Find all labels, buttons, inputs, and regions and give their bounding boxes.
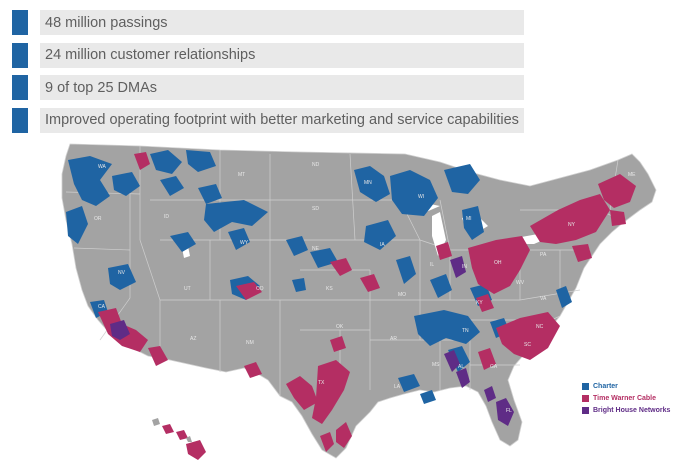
state-label-ar: AR: [390, 336, 397, 342]
hawaii: [152, 418, 206, 460]
charter-footprint: [66, 150, 572, 404]
bullet-square-icon: [12, 10, 28, 35]
state-label-mo: MO: [398, 292, 406, 298]
legend-item-twc: Time Warner Cable: [582, 393, 670, 404]
state-label-ne: NE: [312, 246, 320, 252]
bullet-item: 24 million customer relationships: [12, 42, 524, 68]
bullet-item: 48 million passings: [12, 10, 524, 35]
state-label-ca: CA: [98, 304, 106, 310]
state-label-oh: OH: [494, 260, 502, 266]
state-label-wa: WA: [98, 164, 107, 170]
state-label-mn: MN: [364, 180, 372, 186]
state-label-nv: NV: [118, 270, 126, 276]
state-label-la: LA: [394, 384, 401, 390]
state-label-wv: WV: [516, 280, 525, 286]
state-label-ia: IA: [380, 242, 385, 248]
state-label-me: ME: [628, 172, 636, 178]
state-label-id: ID: [164, 214, 169, 220]
state-label-ok: OK: [336, 324, 344, 330]
state-label-mi: MI: [466, 216, 472, 222]
map-legend: Charter Time Warner Cable Bright House N…: [582, 381, 670, 417]
legend-label: Charter: [593, 383, 618, 390]
legend-square-icon: [582, 383, 589, 390]
state-label-wi: WI: [418, 194, 424, 200]
state-label-al: AL: [458, 364, 464, 370]
state-label-ms: MS: [432, 362, 440, 368]
state-label-ks: KS: [326, 286, 333, 292]
state-label-in: IN: [462, 264, 467, 270]
legend-label: Bright House Networks: [593, 407, 671, 414]
map-svg: WA OR CA NV ID MT WY UT AZ CO NM ND SD N…: [61, 143, 657, 460]
state-label-nc: NC: [536, 324, 544, 330]
bullet-item: 9 of top 25 DMAs: [12, 75, 524, 100]
state-label-ut: UT: [184, 286, 191, 292]
bullet-square-icon: [12, 42, 28, 68]
bullet-item: Improved operating footprint with better…: [12, 107, 524, 133]
bhn-footprint: [110, 256, 514, 426]
bullet-square-icon: [12, 107, 28, 133]
legend-square-icon: [582, 407, 589, 414]
bullet-list: 48 million passings 24 million customer …: [12, 10, 524, 140]
state-labels: WA OR CA NV ID MT WY UT AZ CO NM ND SD N…: [94, 162, 636, 414]
bullet-text: 9 of top 25 DMAs: [40, 75, 524, 100]
state-label-tn: TN: [462, 328, 469, 334]
state-label-fl: FL: [506, 408, 512, 414]
state-label-tx: TX: [318, 380, 325, 386]
legend-square-icon: [582, 395, 589, 402]
twc-footprint: [98, 152, 636, 452]
state-label-ny: NY: [568, 222, 576, 228]
state-label-or: OR: [94, 216, 102, 222]
bullet-square-icon: [12, 75, 28, 100]
bullet-text: 24 million customer relationships: [40, 42, 524, 68]
state-label-mt: MT: [238, 172, 245, 178]
state-label-ga: GA: [490, 364, 498, 370]
state-label-az: AZ: [190, 336, 196, 342]
legend-item-bhn: Bright House Networks: [582, 405, 670, 416]
bullet-text: Improved operating footprint with better…: [40, 107, 524, 133]
state-label-nd: ND: [312, 162, 320, 168]
state-label-sd: SD: [312, 206, 319, 212]
legend-label: Time Warner Cable: [593, 395, 657, 402]
state-label-co: CO: [256, 286, 264, 292]
legend-item-charter: Charter: [582, 381, 670, 392]
state-label-il: IL: [430, 262, 434, 268]
state-label-va: VA: [540, 296, 547, 302]
state-label-sc: SC: [524, 342, 531, 348]
state-label-pa: PA: [540, 252, 547, 258]
us-footprint-map: WA OR CA NV ID MT WY UT AZ CO NM ND SD N…: [0, 140, 700, 466]
state-label-nm: NM: [246, 340, 254, 346]
state-label-wy: WY: [240, 240, 249, 246]
bullet-text: 48 million passings: [40, 10, 524, 35]
state-label-ky: KY: [476, 300, 483, 306]
